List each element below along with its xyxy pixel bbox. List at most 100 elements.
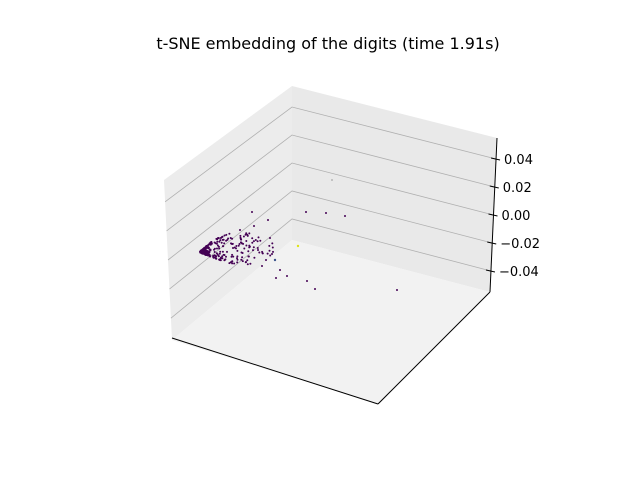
scatter-point (314, 288, 316, 290)
back-right-pane (292, 86, 497, 292)
scatter-point (224, 258, 227, 261)
scatter-point (218, 247, 221, 250)
scatter-point (331, 179, 333, 181)
y-axis-line (377, 291, 491, 405)
scatter-point (252, 246, 255, 249)
scatter-point (247, 255, 250, 258)
scatter-point (246, 259, 249, 262)
scatter-point (252, 249, 254, 252)
scatter-point (252, 240, 255, 243)
scatter-point (275, 277, 277, 279)
scatter-point (286, 275, 288, 277)
scatter-point (269, 237, 271, 239)
z-tick-mark (488, 213, 498, 217)
scatter-point (225, 255, 227, 258)
scatter-point (236, 258, 239, 261)
scatter-point (209, 255, 212, 258)
scatter-point (221, 255, 224, 258)
scatter-point (279, 269, 281, 271)
chart-title: t-SNE embedding of the digits (time 1.91… (156, 34, 499, 53)
scatter-point (271, 246, 274, 249)
scatter-point (200, 252, 203, 255)
scatter-point (236, 255, 239, 258)
scatter-point (226, 238, 229, 241)
scatter-point (219, 239, 222, 242)
z-tick-mark (490, 157, 501, 161)
scatter-point (259, 239, 262, 242)
scatter-point (223, 242, 226, 245)
scatter-point (240, 238, 243, 241)
scatter-point (231, 253, 234, 256)
scatter-point (251, 211, 253, 213)
scatter-point (246, 234, 249, 237)
scatter-point (257, 249, 259, 251)
scatter-point (235, 245, 238, 247)
z-tick-label: −0.04 (499, 265, 539, 280)
scatter-point (199, 250, 202, 253)
scatter-point (241, 260, 244, 263)
scatter-point (237, 244, 240, 247)
scatter-point (344, 215, 346, 217)
scatter-point (247, 250, 250, 253)
scatter-point (236, 257, 238, 260)
scatter-point (254, 239, 257, 241)
scatter-point (268, 244, 271, 247)
scatter-point (202, 252, 205, 255)
scatter-point (225, 233, 228, 236)
scatter-point (243, 247, 246, 250)
scatter-point (213, 248, 215, 251)
z-tick-mark (485, 269, 496, 273)
z-tick-label: −0.02 (500, 237, 540, 252)
scatter-point (231, 262, 234, 265)
z-axis-ticks: 0.04 0.02 0.00 −0.02 −0.04 (485, 153, 540, 280)
scatter-point (216, 247, 218, 250)
scatter-point (213, 251, 216, 253)
scatter-point (239, 234, 242, 237)
scatter-point (216, 244, 219, 247)
scatter-point (230, 255, 233, 258)
scatter-point (240, 251, 243, 254)
scatter-point (266, 252, 269, 255)
scatter-point (256, 247, 259, 249)
scatter-point (231, 237, 234, 240)
z-tick-mark (487, 241, 497, 245)
scatter-point (258, 251, 261, 254)
scatter-point (296, 244, 300, 248)
scatter-point (240, 241, 243, 244)
scatter-point (232, 255, 235, 258)
z-gridline (170, 218, 492, 319)
scatter-point (228, 232, 231, 235)
z-gridline (164, 106, 497, 203)
scatter-point (220, 241, 223, 244)
scatter-point (228, 262, 231, 265)
z-tick-label: 0.04 (504, 153, 533, 168)
scatter-point (257, 236, 260, 239)
z-gridline (167, 162, 494, 261)
scatter-point (219, 250, 222, 253)
scatter-point (241, 256, 244, 259)
scatter-point (267, 219, 269, 221)
scatter-point (226, 250, 228, 253)
scatter-point (396, 289, 398, 291)
scatter-point (253, 256, 256, 259)
scatter-point (221, 238, 224, 241)
scatter-point (242, 235, 245, 238)
scatter-point (204, 247, 207, 250)
scatter-point (249, 262, 252, 265)
scatter-point (217, 237, 220, 239)
scatter-point (220, 236, 223, 239)
scatter-point (239, 229, 241, 231)
scatter-point (273, 258, 277, 262)
scatter-point (232, 247, 234, 249)
scatter-point (305, 211, 307, 213)
z-tick-label: 0.02 (503, 181, 532, 196)
scatter-point (203, 247, 205, 250)
scatter-point (210, 241, 213, 243)
scatter-point (203, 249, 206, 252)
z-tick-mark (489, 185, 499, 189)
scatter-point (235, 247, 237, 250)
scatter-point (268, 249, 271, 252)
scatter-point (236, 261, 239, 264)
scatter-point (256, 240, 259, 243)
scatter-point (219, 258, 221, 261)
